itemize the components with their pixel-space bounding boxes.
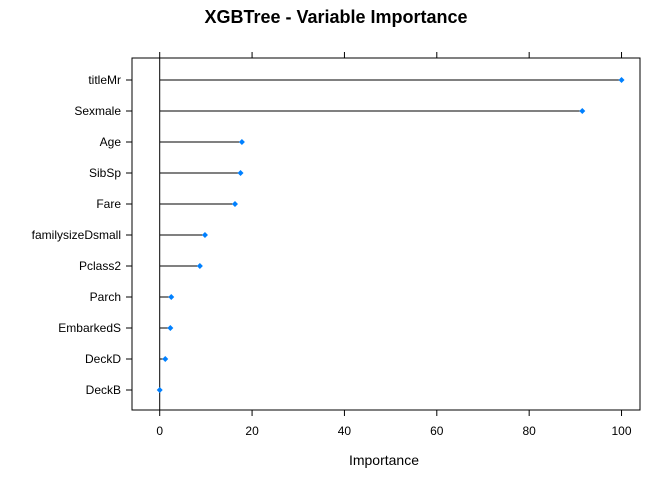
y-tick-label: familysizeDsmall [32,228,121,242]
x-tick-label: 80 [522,424,536,438]
y-tick-label: Sexmale [74,104,121,118]
x-tick-label: 20 [245,424,259,438]
chart-title: XGBTree - Variable Importance [204,7,467,27]
importance-point [231,201,238,207]
y-tick-label: SibSp [89,166,121,180]
x-axis-bottom-ticks [159,410,623,416]
importance-point [156,387,163,393]
y-tick-label: Fare [96,197,121,211]
importance-point [167,325,174,331]
x-tick-label: 100 [612,424,632,438]
y-tick-label: DeckB [86,383,121,397]
importance-point [196,263,203,269]
importance-point [579,108,586,114]
importance-point [168,294,175,300]
importance-point [238,139,245,145]
x-axis-title: Importance [349,452,419,468]
x-tick-label: 60 [430,424,444,438]
y-tick-label: Age [100,135,122,149]
importance-point [162,356,169,362]
y-tick-label: EmbarkedS [58,321,121,335]
importance-point [201,232,208,238]
importance-point [618,77,625,83]
y-tick-label: Parch [90,290,121,304]
y-axis-ticks [126,79,132,391]
x-axis-top-ticks [159,52,623,58]
y-axis-labels: titleMr Sexmale Age SibSp Fare familysizeDsma… [32,73,122,397]
importance-points [156,77,625,393]
x-axis-labels: 0 20 40 60 80 100 [156,424,631,438]
x-tick-label: 40 [338,424,352,438]
y-tick-label: Pclass2 [79,259,121,273]
y-tick-label: titleMr [88,73,121,87]
x-tick-label: 0 [156,424,163,438]
importance-stems [159,79,622,360]
y-tick-label: DeckD [85,352,121,366]
importance-point [237,170,244,176]
plot-frame [131,57,641,411]
